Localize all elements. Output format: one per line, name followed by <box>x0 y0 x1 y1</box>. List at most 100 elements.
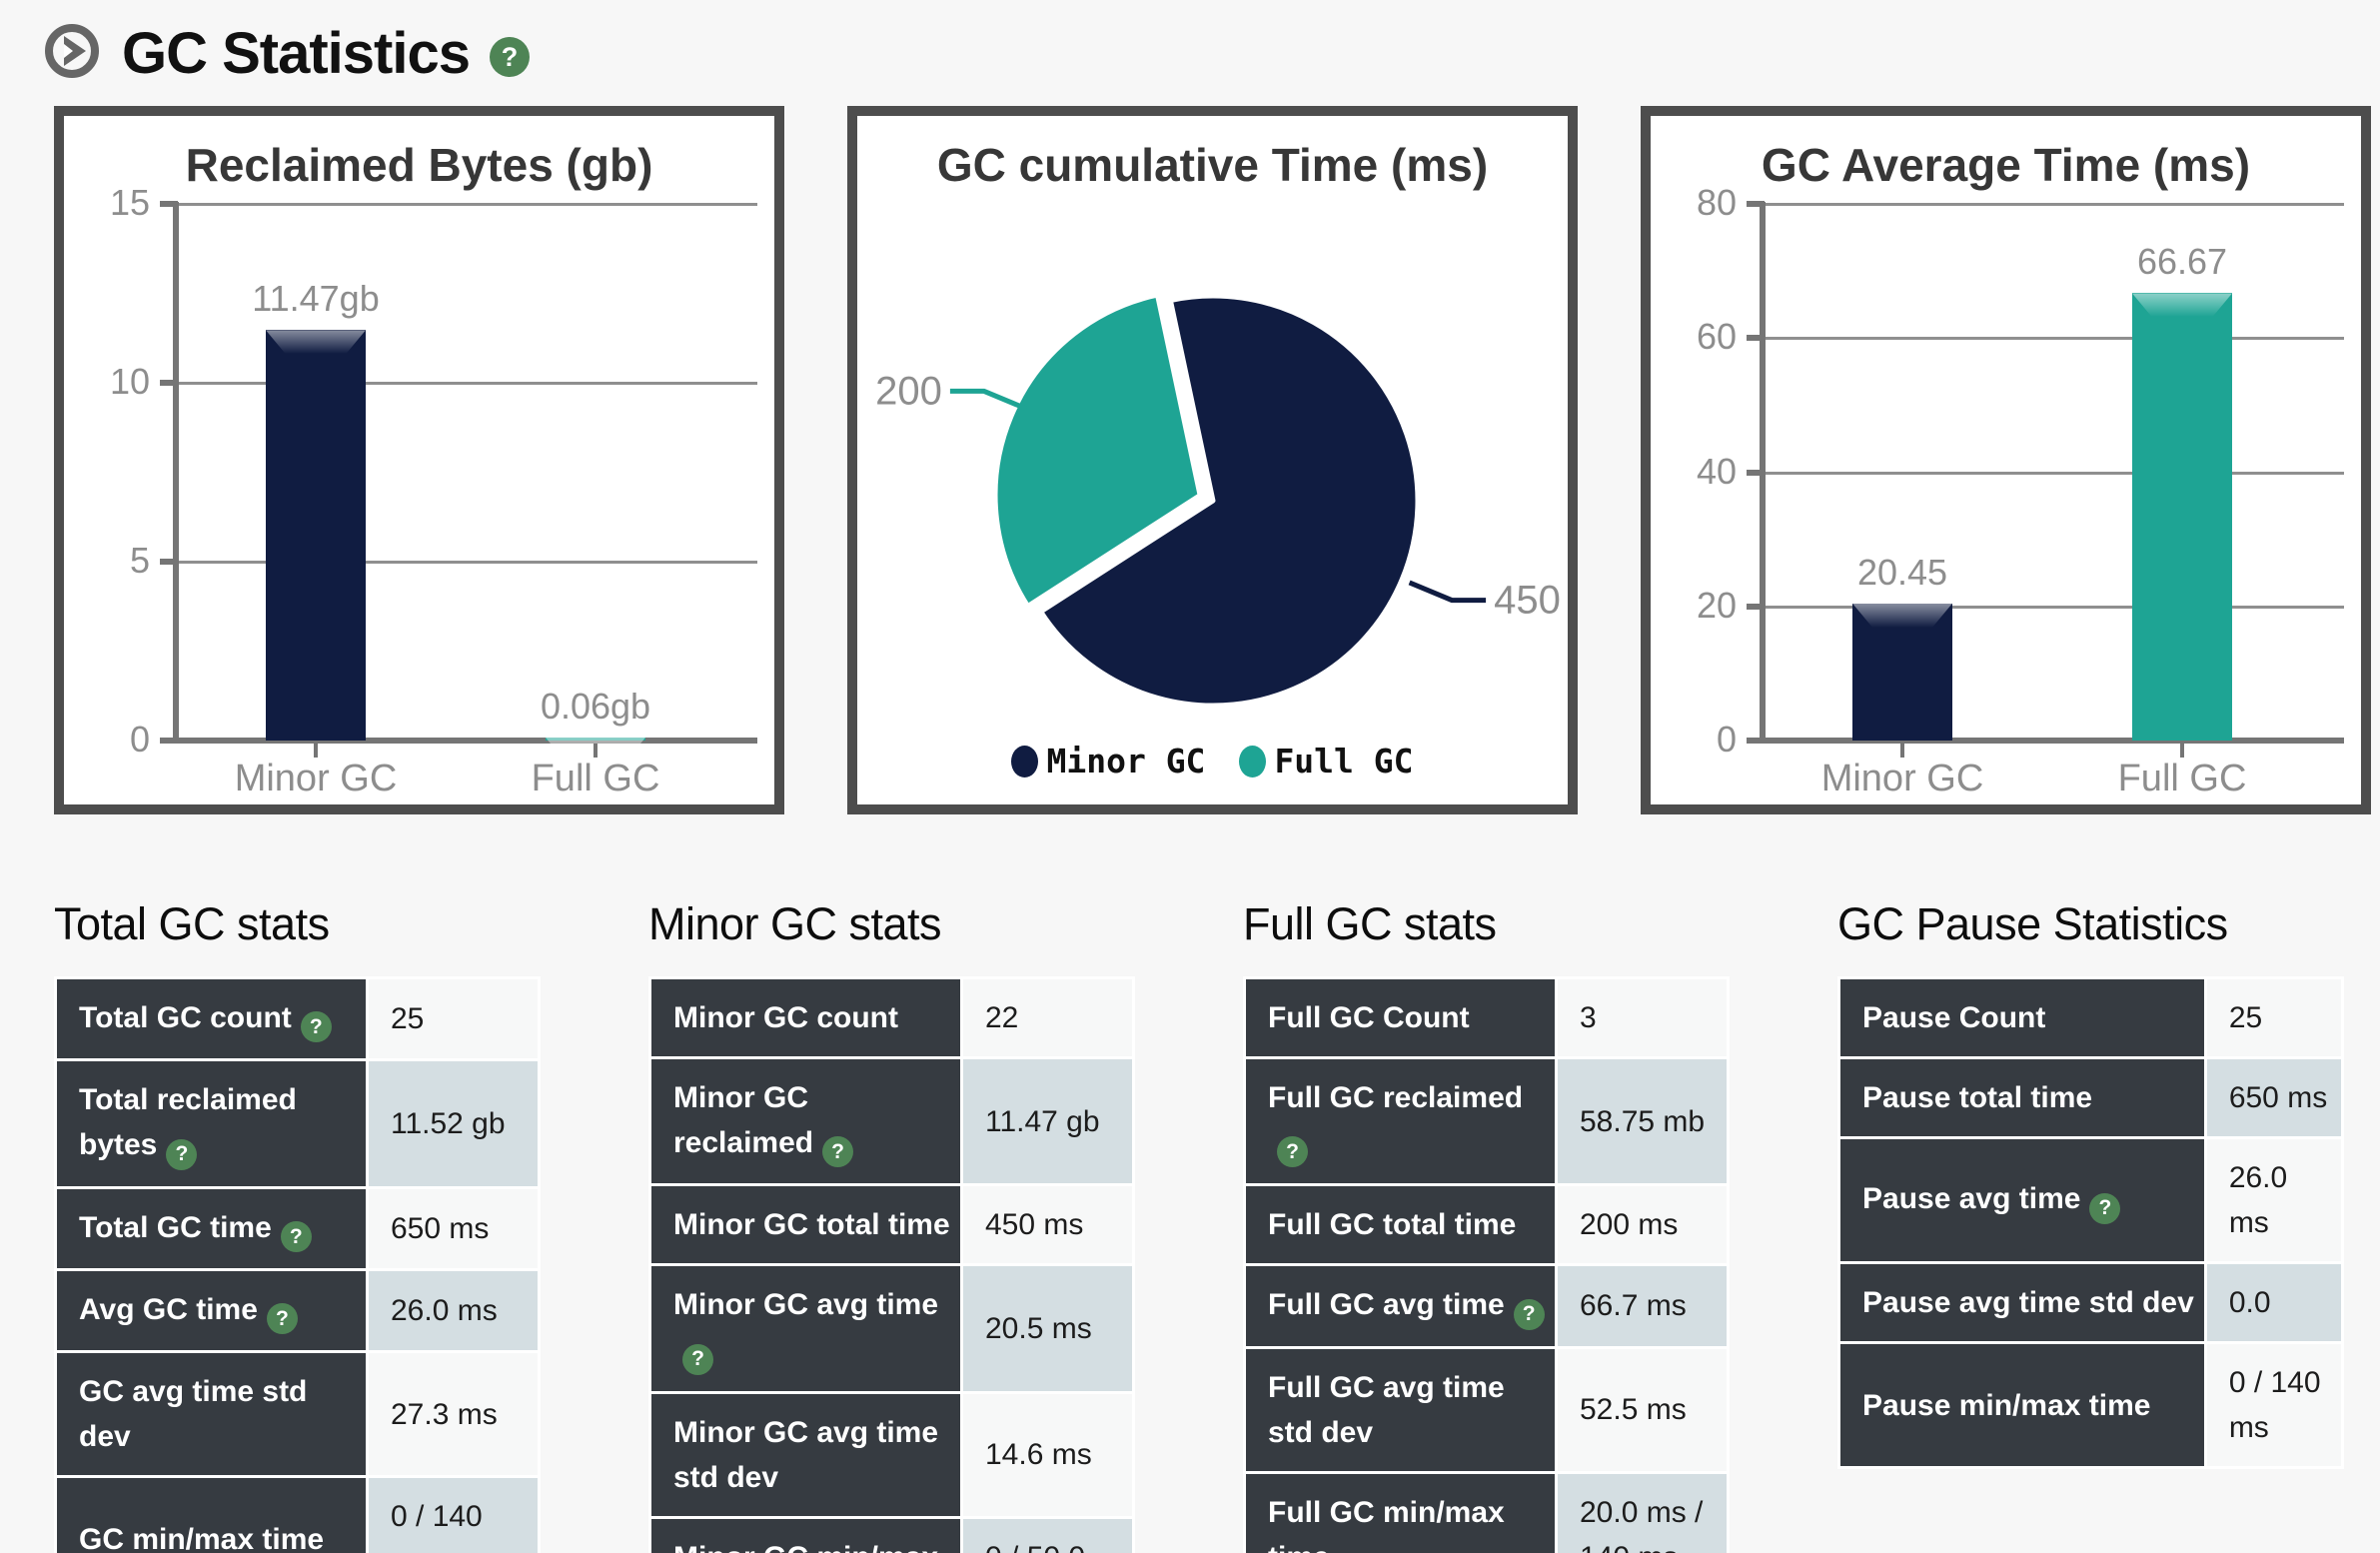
legend-label: Minor GC <box>1046 742 1206 780</box>
table-row: Full GC avg time? 66.7 ms <box>1243 1263 1730 1349</box>
page-header: GC Statistics ? <box>0 0 2380 92</box>
help-icon[interactable]: ? <box>682 1343 713 1375</box>
page-help-icon[interactable]: ? <box>490 37 530 77</box>
y-tick-label: 0 <box>129 719 150 760</box>
table-row: Minor GC min/max time 0 / 50.0 ms <box>648 1515 1135 1553</box>
help-icon[interactable]: ? <box>822 1136 854 1168</box>
stat-label: Full GC reclaimed <box>1268 1081 1524 1114</box>
stat-block-full-gc-stats: Full GC stats Full GC Count 3 Full GC recla… <box>1243 898 1730 1553</box>
stat-value: 27.3 ms <box>366 1350 541 1478</box>
stat-value: 0 / 50.0 ms <box>960 1515 1135 1553</box>
help-icon[interactable]: ? <box>300 1011 332 1043</box>
stat-label-cell: Total GC time? <box>54 1185 369 1271</box>
stat-value: 25 <box>366 975 541 1062</box>
table-row: Minor GC count 22 <box>648 976 1135 1059</box>
x-tick <box>1900 744 1904 758</box>
bar-value-label: 11.47gb <box>252 278 380 320</box>
stats-table: Full GC Count 3 Full GC reclaimed? 58.75 mb… <box>1243 976 1730 1553</box>
stat-label: Full GC min/max time <box>1268 1495 1505 1553</box>
stat-value: 26.0 ms <box>2203 1136 2345 1264</box>
stat-value: 20.5 ms <box>960 1263 1135 1394</box>
category-label: Full GC <box>2117 758 2247 799</box>
stat-label: Avg GC time <box>79 1292 258 1326</box>
help-icon[interactable]: ? <box>166 1138 198 1170</box>
table-row: Minor GC reclaimed? 11.47 gb <box>648 1055 1135 1187</box>
stat-label: Pause total time <box>1862 1081 2093 1114</box>
stat-label-cell: Minor GC avg time std dev <box>648 1390 963 1519</box>
table-row: Minor GC total time 450 ms <box>648 1183 1135 1267</box>
stat-label: Minor GC min/max time <box>673 1541 938 1553</box>
help-icon[interactable]: ? <box>280 1220 312 1252</box>
y-axis <box>1760 202 1766 744</box>
gc-average-time-chart: GC Average Time (ms) 0 20 40 60 80 20.45 Minor … <box>1641 106 2371 814</box>
stat-label-cell: Total GC count? <box>54 975 369 1062</box>
gridline <box>1763 337 2344 341</box>
stat-value: 0.0 <box>2203 1261 2345 1344</box>
stat-value: 200 ms <box>1555 1183 1730 1267</box>
gridline <box>1763 605 2344 609</box>
help-icon[interactable]: ? <box>1513 1298 1545 1330</box>
stats-table: Total GC count? 25 Total reclaimed bytes? 1… <box>54 975 541 1553</box>
gridline <box>176 561 757 564</box>
y-tick-label: 20 <box>1696 584 1737 626</box>
table-row: GC min/max time 0 / 140 ms <box>54 1475 541 1553</box>
category-label: Minor GC <box>1820 758 1984 799</box>
y-tick <box>1747 201 1765 207</box>
stat-label: Total reclaimed bytes <box>79 1083 297 1162</box>
stat-label: Full GC avg time std dev <box>1268 1370 1505 1449</box>
stat-value: 66.7 ms <box>1555 1263 1730 1349</box>
pie-value-label: 200 <box>875 369 942 413</box>
table-row: Pause min/max time 0 / 140 ms <box>1837 1341 2345 1469</box>
stat-value: 11.47 gb <box>960 1055 1135 1187</box>
pie-slice-minor-gc <box>1038 293 1421 709</box>
stat-value: 11.52 gb <box>366 1058 541 1189</box>
legend-dot <box>1011 745 1039 777</box>
y-tick-label: 15 <box>109 182 150 223</box>
help-icon[interactable]: ? <box>2089 1192 2121 1224</box>
stat-value: 14.6 ms <box>960 1390 1135 1519</box>
help-icon[interactable]: ? <box>266 1303 298 1334</box>
stat-label-cell: GC min/max time <box>54 1475 369 1553</box>
table-row: Total reclaimed bytes? 11.52 gb <box>54 1058 541 1189</box>
y-tick <box>1747 603 1765 610</box>
stat-value: 22 <box>960 976 1135 1059</box>
gridline <box>176 203 757 206</box>
bar-minor-gc <box>266 330 366 741</box>
pie-slice-full-gc <box>992 292 1203 610</box>
y-tick <box>1747 738 1765 744</box>
stat-label-cell: Minor GC min/max time <box>648 1515 963 1553</box>
help-icon[interactable]: ? <box>1277 1136 1308 1168</box>
y-axis <box>173 202 179 744</box>
section-heading: Minor GC stats <box>648 898 942 949</box>
stat-label-cell: Avg GC time? <box>54 1267 369 1354</box>
stat-label: Pause Count <box>1862 1001 2046 1034</box>
stat-label-cell: Minor GC total time <box>648 1183 963 1267</box>
stat-label-cell: Full GC Count <box>1243 976 1558 1059</box>
y-tick-label: 0 <box>1716 719 1737 760</box>
stat-label: Minor GC reclaimed <box>673 1081 814 1159</box>
section-heading: Total GC stats <box>54 898 330 949</box>
stat-value: 650 ms <box>366 1185 541 1271</box>
bar-value-label: 0.06gb <box>540 686 651 727</box>
pie-legend: Minor GC Full GC <box>857 742 1568 780</box>
stat-label: GC min/max time <box>79 1522 325 1553</box>
table-row: Full GC reclaimed? 58.75 mb <box>1243 1055 1730 1187</box>
stat-label-cell: Full GC reclaimed? <box>1243 1055 1558 1187</box>
y-tick-label: 60 <box>1696 316 1737 358</box>
table-row: Minor GC avg time std dev 14.6 ms <box>648 1390 1135 1519</box>
chart-title: Reclaimed Bytes (gb) <box>185 139 653 191</box>
stat-block-total-gc-stats: Total GC stats Total GC count? 25 Total rec… <box>54 898 541 1553</box>
x-tick <box>2180 744 2184 758</box>
bar-value-label: 66.67 <box>2136 241 2228 283</box>
stat-value: 0 / 140 ms <box>366 1475 541 1553</box>
stat-label-cell: Pause avg time? <box>1837 1136 2207 1264</box>
stat-value: 58.75 mb <box>1555 1055 1730 1187</box>
y-tick <box>160 559 178 565</box>
table-row: Full GC avg time std dev 52.5 ms <box>1243 1345 1730 1474</box>
stat-label: Full GC Count <box>1268 1001 1470 1034</box>
stat-label: Minor GC count <box>673 1001 898 1034</box>
table-row: Avg GC time? 26.0 ms <box>54 1267 541 1354</box>
stat-label-cell: Total reclaimed bytes? <box>54 1058 369 1189</box>
stat-label: Pause avg time std dev <box>1862 1286 2194 1319</box>
gridline <box>176 382 757 385</box>
